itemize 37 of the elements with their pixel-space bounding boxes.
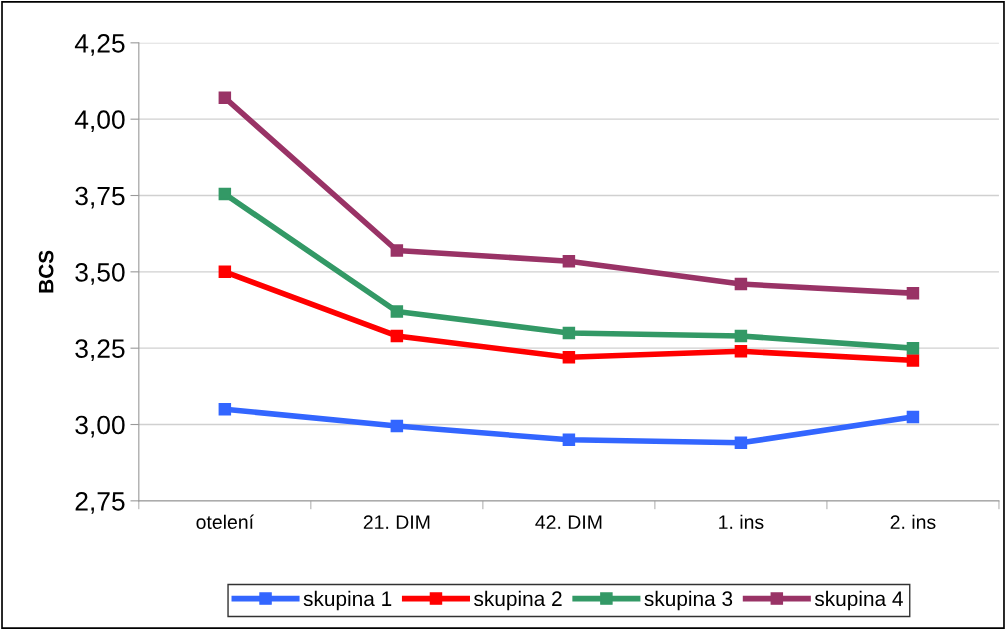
point bbox=[734, 329, 748, 343]
y-tick-label: 3,75 bbox=[75, 186, 125, 209]
y-axis-title: BCS bbox=[38, 250, 54, 293]
x-tick-label: 2. ins bbox=[890, 514, 936, 530]
point bbox=[390, 419, 404, 433]
point bbox=[218, 402, 232, 416]
point bbox=[218, 91, 232, 105]
point bbox=[390, 244, 404, 257]
point bbox=[390, 329, 404, 343]
point bbox=[734, 344, 748, 358]
point bbox=[906, 354, 920, 367]
y-tick-label: 3,50 bbox=[75, 262, 125, 285]
legend-label: skupina 1 bbox=[303, 590, 392, 611]
point bbox=[562, 351, 576, 364]
x-tick-label: 1. ins bbox=[719, 514, 764, 530]
point bbox=[562, 433, 576, 447]
point bbox=[734, 436, 748, 450]
x-tick-label: 42. DIM bbox=[535, 515, 602, 529]
point bbox=[218, 187, 232, 201]
x-tick-label: otelení bbox=[196, 514, 254, 530]
legend-label: skupina 4 bbox=[814, 590, 903, 611]
x-tick-label: 21. DIM bbox=[363, 515, 430, 529]
point bbox=[734, 277, 748, 291]
y-tick-label: 3,00 bbox=[75, 415, 125, 438]
point bbox=[562, 254, 576, 268]
point bbox=[218, 265, 232, 279]
y-tick-label: 2,75 bbox=[75, 491, 125, 514]
point bbox=[906, 286, 920, 300]
legend-label: skupina 3 bbox=[644, 590, 733, 611]
legend-label: skupina 2 bbox=[474, 590, 562, 611]
y-tick-label: 4,00 bbox=[74, 110, 125, 133]
y-tick-label: 3,25 bbox=[75, 339, 125, 362]
point bbox=[390, 305, 404, 318]
point bbox=[906, 410, 920, 424]
y-tick-label: 4,25 bbox=[74, 33, 125, 56]
point bbox=[906, 341, 920, 355]
point bbox=[562, 326, 576, 340]
